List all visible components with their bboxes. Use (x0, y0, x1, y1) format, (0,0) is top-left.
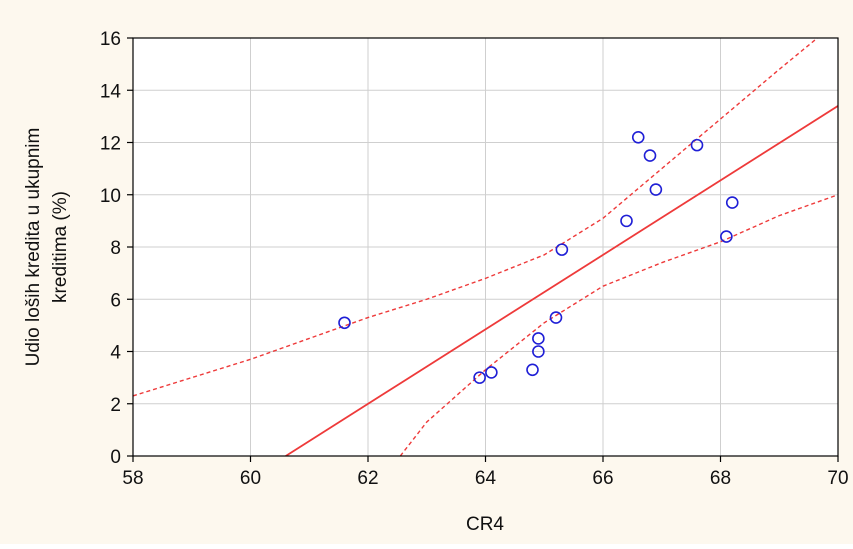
grid (133, 38, 838, 456)
x-tick-label: 66 (592, 468, 613, 489)
data-point (338, 316, 351, 330)
data-point (620, 214, 633, 228)
regression-line (285, 105, 838, 456)
data-point (473, 371, 486, 384)
confidence-bands (133, 38, 838, 456)
data-point (720, 230, 733, 243)
data-point (485, 366, 498, 379)
y-tick-label: 6 (110, 290, 121, 311)
y-tick-label: 10 (100, 186, 121, 207)
x-axis-ticks: 58 60 62 64 66 68 70 (122, 456, 849, 489)
data-point (690, 138, 704, 152)
x-tick-label: 62 (357, 468, 378, 489)
data-point (549, 311, 563, 324)
y-tick-label: 8 (110, 238, 121, 259)
x-tick-label: 68 (710, 468, 731, 489)
y-tick-label: 2 (110, 395, 121, 416)
x-tick-label: 60 (240, 468, 261, 489)
x-axis-title: CR4 (466, 514, 504, 535)
data-point (631, 130, 645, 144)
y-axis-ticks: 0 2 4 6 8 10 12 14 16 (100, 29, 133, 468)
y-tick-label: 14 (100, 81, 122, 102)
data-point (532, 332, 545, 345)
confidence-band-upper (133, 38, 818, 397)
data-point (532, 345, 545, 358)
data-point (526, 363, 539, 377)
x-tick-label: 64 (475, 468, 497, 489)
y-tick-label: 0 (110, 447, 121, 468)
y-tick-label: 16 (100, 29, 121, 50)
x-tick-label: 70 (827, 468, 848, 489)
regression-layer (285, 105, 838, 456)
data-point (555, 243, 569, 256)
y-tick-label: 12 (100, 134, 121, 155)
y-tick-label: 4 (110, 343, 121, 364)
data-point (649, 183, 663, 196)
data-points (338, 130, 739, 384)
x-tick-label: 58 (122, 468, 143, 489)
y-axis-title-line-1: Udio loših kredita u ukupnim (23, 128, 44, 367)
confidence-band-lower (399, 194, 838, 456)
y-axis-title-line-2: kreditima (%) (50, 191, 71, 303)
data-point (643, 149, 657, 162)
data-point (725, 196, 739, 209)
